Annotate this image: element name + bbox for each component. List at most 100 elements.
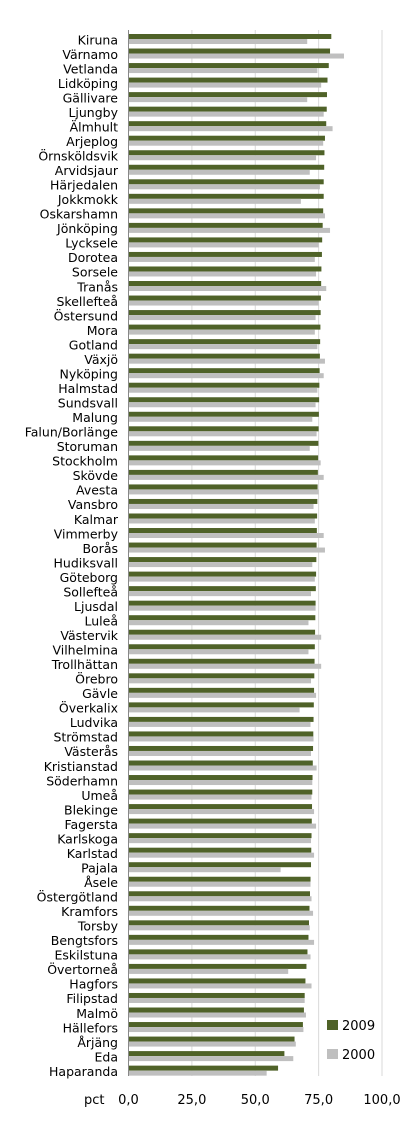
- category-label: Gotland: [69, 337, 118, 352]
- bar-2009: [128, 324, 321, 330]
- bar-2009: [128, 833, 312, 839]
- bar-2009: [128, 498, 318, 504]
- bar-2000: [128, 852, 315, 858]
- bar-2000: [128, 460, 321, 466]
- legend-swatch-2000: [327, 1049, 338, 1059]
- bar-2009: [128, 266, 322, 272]
- bar-2000: [128, 881, 311, 887]
- bar-2009: [128, 716, 314, 722]
- legend-label-2000: 2000: [342, 1048, 375, 1063]
- category-label: Östergötland: [37, 889, 118, 905]
- bar-2000: [128, 707, 300, 713]
- category-label: Oskarshamn: [40, 207, 118, 222]
- category-label: Borås: [82, 541, 118, 556]
- category-label: Fagersta: [64, 817, 118, 832]
- bar-2009: [128, 368, 320, 374]
- category-label: Skövde: [73, 468, 119, 483]
- bar-2009: [128, 920, 309, 926]
- bar-2000: [128, 373, 324, 379]
- bar-2009: [128, 440, 319, 446]
- bar-2009: [128, 600, 316, 606]
- bar-2009: [128, 455, 319, 461]
- bar-2009: [128, 789, 313, 795]
- category-label: Jokkmokk: [57, 192, 119, 207]
- bar-2009: [128, 426, 319, 432]
- category-label: Stockholm: [52, 454, 118, 469]
- bar-2000: [128, 242, 319, 248]
- category-label: Kalmar: [74, 512, 119, 527]
- bar-2000: [128, 692, 317, 698]
- category-label: Söderhamn: [46, 773, 118, 788]
- bar-2009: [128, 411, 319, 417]
- category-label: Strömstad: [53, 730, 118, 745]
- bar-2009: [128, 34, 332, 39]
- category-label: Halmstad: [58, 381, 118, 396]
- bar-2000: [128, 954, 311, 960]
- bar-2009: [128, 804, 313, 810]
- bar-2009: [128, 106, 327, 112]
- legend-swatch-2009: [327, 1020, 338, 1030]
- category-label: Luleå: [85, 613, 119, 628]
- category-label: Malmö: [76, 1006, 118, 1021]
- bar-2009: [128, 978, 306, 984]
- bar-2000: [128, 111, 324, 117]
- bar-2000: [128, 344, 318, 350]
- bar-2000: [128, 169, 310, 175]
- category-label: Eskilstuna: [54, 948, 118, 963]
- category-label: Torsby: [77, 919, 119, 934]
- bar-2000: [128, 82, 322, 88]
- bar-2009: [128, 193, 324, 199]
- bar-2009: [128, 745, 314, 751]
- bars: [128, 34, 344, 1076]
- bar-2000: [128, 838, 312, 844]
- x-tick-label: 100,0: [363, 1093, 400, 1108]
- category-label: Dorotea: [68, 250, 118, 265]
- bar-2000: [128, 315, 316, 321]
- category-label: Årjäng: [77, 1035, 118, 1050]
- category-label: Sorsele: [72, 265, 118, 280]
- category-label: Hällefors: [63, 1020, 118, 1035]
- bar-2000: [128, 562, 313, 568]
- bar-2009: [128, 905, 310, 911]
- category-label: Filipstad: [66, 991, 118, 1006]
- bar-2009: [128, 1007, 304, 1013]
- bar-2000: [128, 634, 322, 640]
- bar-2000: [128, 983, 312, 989]
- bar-2009: [128, 469, 318, 475]
- category-label: Växjö: [84, 352, 118, 367]
- bar-2009: [128, 310, 321, 316]
- category-label: Kiruna: [78, 32, 118, 47]
- bar-2000: [128, 649, 309, 655]
- category-label: Ljusdal: [74, 599, 118, 614]
- bar-2009: [128, 629, 316, 635]
- category-label: Vetlanda: [63, 61, 118, 76]
- bar-2000: [128, 68, 318, 74]
- bar-2000: [128, 736, 314, 742]
- category-label: Örnsköldsvik: [38, 148, 118, 164]
- bar-2009: [128, 760, 313, 766]
- bar-2000: [128, 620, 309, 626]
- bar-2009: [128, 208, 324, 214]
- category-label: Vansbro: [68, 497, 118, 512]
- bar-2000: [128, 1070, 267, 1076]
- bar-2009: [128, 586, 316, 592]
- bar-2009: [128, 891, 311, 897]
- bar-2009: [128, 382, 320, 388]
- bar-2000: [128, 97, 308, 103]
- bar-2009: [128, 150, 325, 156]
- bar-2000: [128, 794, 312, 800]
- category-label: Trollhättan: [51, 657, 118, 672]
- category-label: Arjeplog: [66, 134, 118, 149]
- bar-2009: [128, 164, 325, 170]
- category-label: Lidköping: [58, 76, 118, 91]
- bar-2000: [128, 474, 324, 480]
- bar-2009: [128, 673, 315, 679]
- bar-2009: [128, 135, 325, 141]
- category-label: Härjedalen: [50, 178, 118, 193]
- bar-2000: [128, 286, 327, 292]
- bar-2000: [128, 809, 315, 815]
- bar-2009: [128, 949, 308, 955]
- bar-2009: [128, 687, 315, 693]
- bar-2000: [128, 300, 319, 306]
